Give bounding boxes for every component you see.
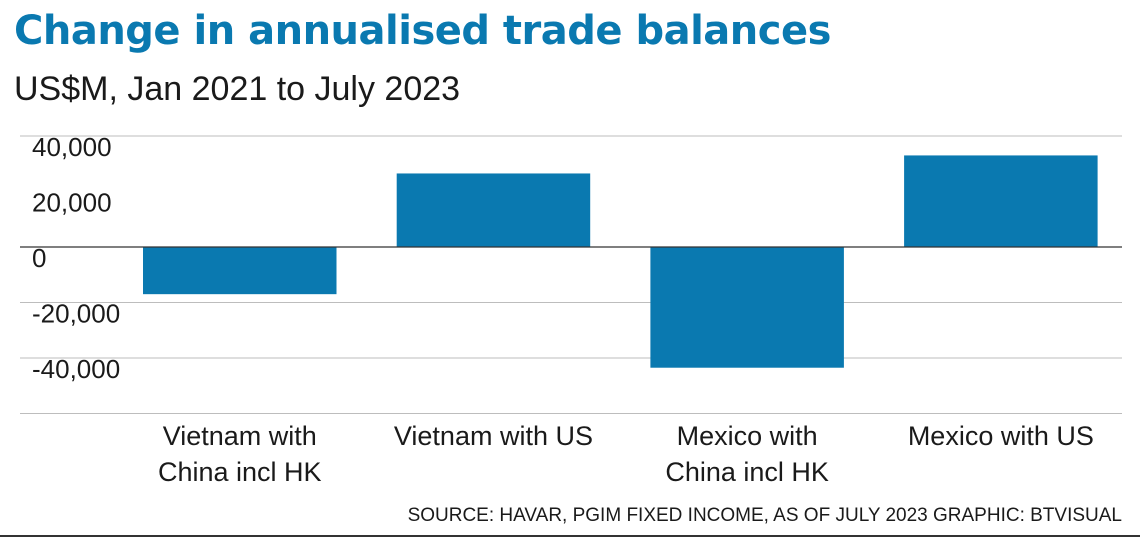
bar-chart: 40,000 20,000 0 -20,000 -40,000 Vietnam with…	[20, 132, 1122, 487]
source-credit: SOURCE: HAVAR, PGIM FIXED INCOME, AS OF …	[407, 505, 1122, 526]
x-axis-category-labels: Vietnam with China incl HK Vietnam with US…	[158, 421, 1094, 487]
y-tick-label-2: 0	[32, 243, 46, 273]
gridlines	[20, 135, 1122, 414]
x-category-label-3-line-0: Mexico with US	[908, 421, 1094, 451]
bar-3	[904, 155, 1098, 247]
bar-1	[396, 173, 591, 247]
x-category-label-2-line-1: China incl HK	[665, 457, 829, 487]
bottom-rule	[0, 535, 1140, 537]
y-tick-label-3: -20,000	[32, 299, 120, 329]
x-category-label-0-line-0: Vietnam with	[163, 421, 317, 451]
x-category-label-1: Vietnam with US	[394, 421, 593, 451]
y-tick-label-4: -40,000	[32, 354, 120, 384]
x-category-label-3: Mexico with US	[908, 421, 1094, 451]
bar-0	[143, 247, 337, 295]
x-category-label-0: Vietnam with China incl HK	[158, 421, 322, 487]
chart-subtitle: US$M, Jan 2021 to July 2023	[14, 70, 461, 108]
x-category-label-0-line-1: China incl HK	[158, 457, 322, 487]
y-tick-label-0: 40,000	[32, 132, 112, 162]
x-category-label-1-line-0: Vietnam with US	[394, 421, 593, 451]
bar-2	[650, 247, 844, 368]
y-axis-tick-labels: 40,000 20,000 0 -20,000 -40,000	[32, 132, 120, 384]
x-category-label-2: Mexico with China incl HK	[665, 421, 829, 487]
bars	[143, 155, 1098, 368]
y-tick-label-1: 20,000	[32, 188, 112, 218]
chart-title: Change in annualised trade balances	[14, 8, 831, 54]
x-category-label-2-line-0: Mexico with	[677, 421, 818, 451]
